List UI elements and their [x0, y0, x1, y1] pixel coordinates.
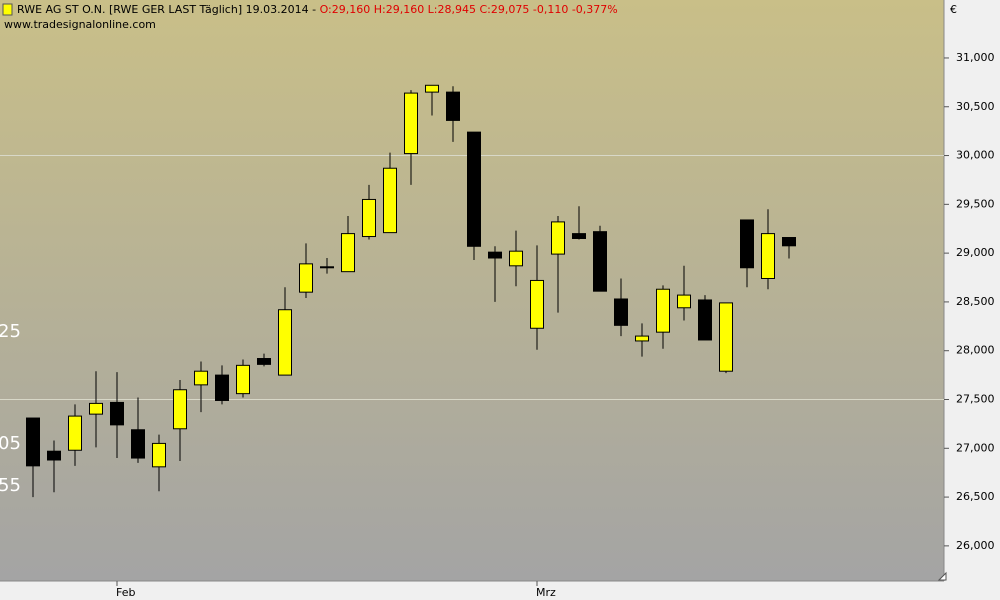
- overlay-label: 55: [0, 475, 21, 496]
- y-tick-label: 28,500: [956, 295, 995, 308]
- candle-body: [236, 364, 250, 395]
- candle-body: [782, 237, 796, 247]
- candle-body: [278, 309, 292, 376]
- candle-body: [257, 358, 271, 365]
- y-tick-label: 29,000: [956, 246, 995, 259]
- candle-body: [89, 402, 103, 415]
- candle-body: [509, 250, 523, 267]
- candle-body: [425, 84, 439, 93]
- candle-body: [26, 417, 40, 467]
- plot-area: [0, 0, 944, 581]
- candle-body: [698, 299, 712, 341]
- candle-body: [320, 266, 334, 269]
- y-tick-label: 31,000: [956, 51, 995, 64]
- candle-body: [194, 370, 208, 386]
- y-tick-label: 27,500: [956, 392, 995, 405]
- candle-body: [572, 233, 586, 239]
- chart-title: RWE AG ST O.N. [RWE GER LAST Täglich] 19…: [17, 3, 618, 16]
- plot: 25 05 55: [0, 84, 944, 498]
- candle-body: [656, 288, 670, 333]
- y-tick-label: 27,000: [956, 441, 995, 454]
- candle-body: [488, 251, 502, 259]
- candle-body: [47, 450, 61, 461]
- x-axis-panel: [0, 581, 944, 600]
- title-main: RWE AG ST O.N. [RWE GER LAST Täglich] 19…: [17, 3, 316, 16]
- candle-body: [467, 131, 481, 247]
- y-tick-label: 30,000: [956, 149, 995, 162]
- candle-body: [740, 219, 754, 269]
- candle-body: [362, 198, 376, 238]
- candle-body: [299, 263, 313, 293]
- symbol-icon: [2, 3, 13, 16]
- candle-body: [110, 401, 124, 426]
- overlay-label: 25: [0, 321, 21, 342]
- overlay-label: 05: [0, 433, 21, 454]
- x-tick-label: Feb: [116, 586, 135, 599]
- candle-body: [68, 415, 82, 451]
- y-axis-panel: [944, 0, 1000, 600]
- candle-body: [446, 91, 460, 121]
- candle-body: [404, 92, 418, 155]
- title-quote: O:29,160 H:29,160 L:28,945 C:29,075 -0,1…: [320, 3, 618, 16]
- source: www.tradesignalonline.com: [4, 18, 156, 31]
- y-tick-label: 30,500: [956, 100, 995, 113]
- candle-body: [635, 335, 649, 342]
- y-tick-label: 26,000: [956, 539, 995, 552]
- candle-body: [761, 233, 775, 279]
- y-tick-label: 26,500: [956, 490, 995, 503]
- candle-body: [341, 233, 355, 273]
- candle-body: [614, 298, 628, 326]
- y-tick-label: 28,000: [956, 344, 995, 357]
- candle-body: [719, 302, 733, 372]
- candle-body: [677, 294, 691, 309]
- candle-body: [530, 279, 544, 329]
- x-tick-label: Mrz: [536, 586, 556, 599]
- currency: €: [950, 3, 957, 16]
- candle-body: [131, 429, 145, 459]
- candle-body: [551, 221, 565, 255]
- resize-handle[interactable]: [937, 571, 947, 581]
- candle-body: [593, 231, 607, 292]
- y-tick-label: 29,500: [956, 197, 995, 210]
- candle-body: [215, 374, 229, 401]
- candle-body: [152, 442, 166, 468]
- candle-body: [173, 389, 187, 430]
- candle-body: [383, 167, 397, 234]
